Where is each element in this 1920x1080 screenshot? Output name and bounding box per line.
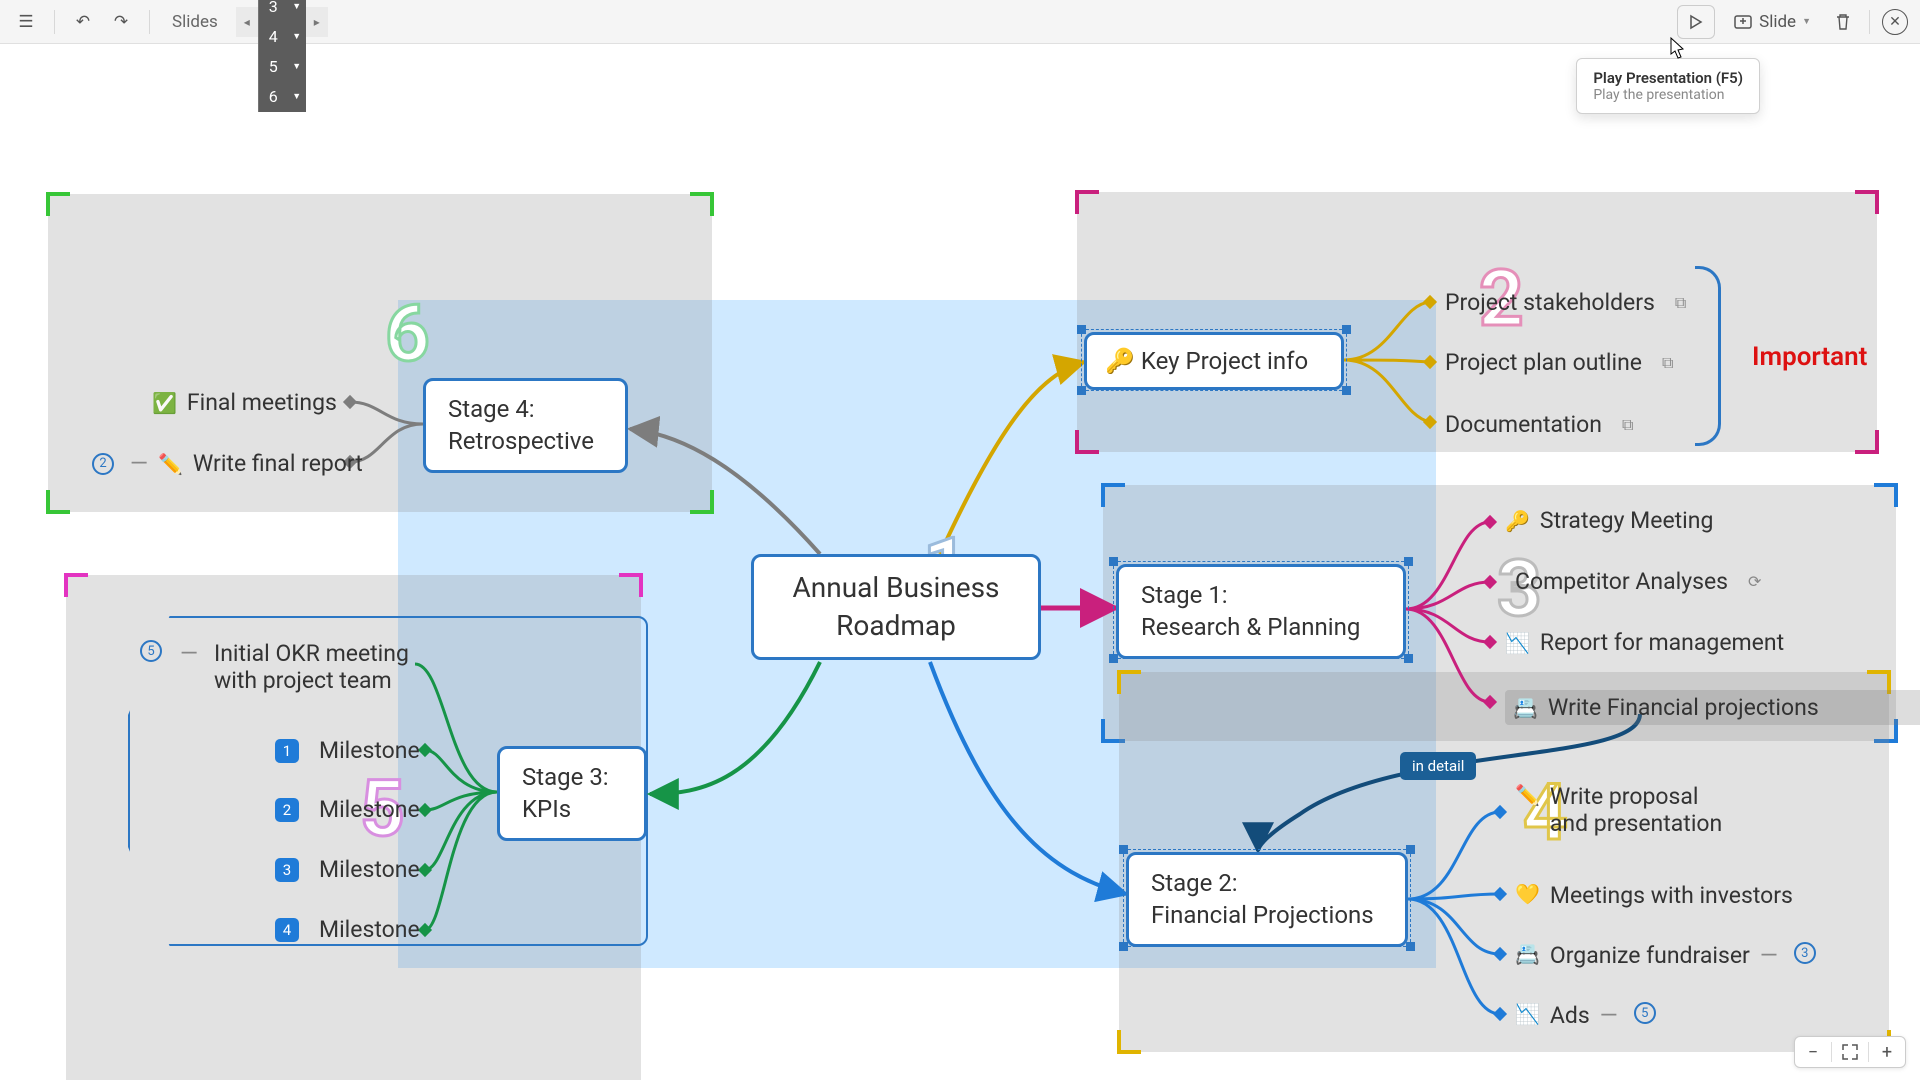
node-stage1-selection — [1113, 561, 1409, 659]
stage1-item-1[interactable]: Competitor Analyses⟳ — [1505, 568, 1761, 595]
slide-menu-button[interactable]: Slide ▼ — [1723, 8, 1821, 36]
divider — [149, 10, 150, 34]
zoom-fit-icon[interactable] — [1832, 1037, 1868, 1067]
keyinfo-item-0[interactable]: Project stakeholders⧉ — [1445, 289, 1686, 316]
play-icon[interactable] — [1677, 5, 1715, 39]
slides-label: Slides — [172, 12, 218, 32]
slide-prev[interactable]: ◂ — [236, 7, 258, 37]
stage3-item-1[interactable]: 1Milestone — [275, 737, 420, 764]
keyinfo-item-2[interactable]: Documentation⧉ — [1445, 411, 1633, 438]
stage2-item-0[interactable]: ✏️Write proposal and presentation — [1515, 783, 1722, 837]
mindmap-canvas[interactable]: Important — [0, 44, 1920, 1080]
slide-menu-label: Slide — [1759, 12, 1796, 32]
trash-icon[interactable] — [1829, 8, 1857, 36]
cursor-icon — [1665, 36, 1687, 67]
stage4-item-0[interactable]: ✅Final meetings — [152, 389, 337, 416]
stage3-item-2[interactable]: 2Milestone — [275, 796, 420, 823]
keyinfo-item-1[interactable]: Project plan outline⧉ — [1445, 349, 1673, 376]
slide-number-6: 6 — [385, 289, 430, 380]
tooltip-subtitle: Play the presentation — [1593, 87, 1743, 103]
close-icon[interactable]: ✕ — [1882, 9, 1908, 35]
in-detail-tag: in detail — [1400, 752, 1476, 780]
stage2-item-3[interactable]: 📉Ads —5 — [1515, 1002, 1656, 1029]
node-center[interactable]: Annual Business Roadmap — [751, 554, 1041, 660]
stage1-item-0[interactable]: 🔑Strategy Meeting — [1505, 507, 1713, 534]
zoom-out[interactable]: − — [1795, 1037, 1831, 1067]
node-keyinfo-selection — [1081, 329, 1347, 391]
divider — [54, 10, 55, 34]
stage2-item-1[interactable]: 💛Meetings with investors — [1515, 882, 1793, 909]
hamburger-icon[interactable]: ☰ — [12, 8, 40, 36]
toolbar-right: Slide ▼ ✕ — [1677, 5, 1908, 39]
tooltip-title: Play Presentation (F5) — [1593, 69, 1743, 87]
stage4-item-1[interactable]: 2— ✏️Write final report — [92, 450, 363, 477]
important-label: Important — [1752, 342, 1867, 372]
divider — [1869, 10, 1870, 34]
node-center-label: Annual Business Roadmap — [793, 571, 1000, 642]
brace-important — [1695, 266, 1721, 446]
node-stage4[interactable]: Stage 4: Retrospective — [423, 378, 628, 473]
redo-icon[interactable]: ↷ — [107, 8, 135, 36]
toolbar: ☰ ↶ ↷ Slides ◂ 1▼2▼3▼4▼5▼6▼ ▸ Slide ▼ ✕ — [0, 0, 1920, 44]
stage3-item-3[interactable]: 3Milestone — [275, 856, 420, 883]
node-stage3-label: Stage 3: KPIs — [522, 763, 609, 823]
node-stage3[interactable]: Stage 3: KPIs — [497, 746, 647, 841]
stage1-item-2[interactable]: 📉Report for management — [1505, 629, 1784, 656]
zoom-in[interactable]: + — [1869, 1037, 1905, 1067]
node-stage2-selection — [1123, 849, 1411, 947]
zoom-controls: − + — [1794, 1036, 1906, 1068]
stage3-item-4[interactable]: 4Milestone — [275, 916, 420, 943]
slide-pill-3[interactable]: 3▼ — [258, 0, 306, 22]
stage3-item-0[interactable]: 5— Initial OKR meeting with project team — [140, 640, 409, 694]
stage1-item-3[interactable]: 📇Write Financial projections — [1505, 690, 1920, 725]
stage2-item-2[interactable]: 📇Organize fundraiser —3 — [1515, 942, 1816, 969]
slide-next[interactable]: ▸ — [306, 7, 328, 37]
undo-icon[interactable]: ↶ — [69, 8, 97, 36]
node-stage4-label: Stage 4: Retrospective — [448, 395, 594, 455]
